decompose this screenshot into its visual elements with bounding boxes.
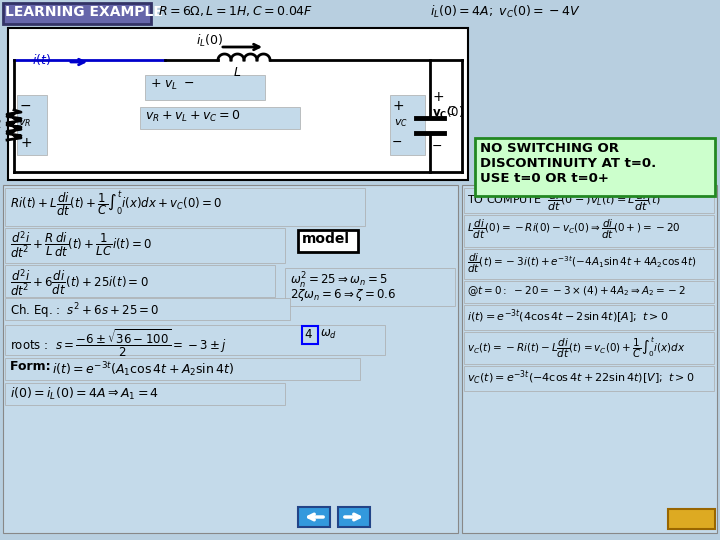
FancyBboxPatch shape [462,185,717,533]
FancyBboxPatch shape [5,383,285,405]
Text: $i_L(0)$: $i_L(0)$ [196,33,223,49]
Text: $\omega_n^2=25\Rightarrow\omega_n=5$: $\omega_n^2=25\Rightarrow\omega_n=5$ [290,271,388,291]
Text: $i(0)=i_L(0)=4A\Rightarrow A_1=4$: $i(0)=i_L(0)=4A\Rightarrow A_1=4$ [10,386,159,402]
Text: $\mathbf{v_C}(0)$: $\mathbf{v_C}(0)$ [432,105,464,121]
Text: $i(t)=e^{-3t}(4\cos4t-2\sin4t)[A];\ t>0$: $i(t)=e^{-3t}(4\cos4t-2\sin4t)[A];\ t>0$ [467,308,669,326]
FancyBboxPatch shape [5,358,360,380]
FancyBboxPatch shape [464,366,714,391]
FancyBboxPatch shape [5,325,385,355]
FancyBboxPatch shape [464,332,714,364]
Text: LEARNING EXAMPLE: LEARNING EXAMPLE [5,5,163,19]
Text: $v_R+v_L+v_C=0$: $v_R+v_L+v_C=0$ [145,109,240,124]
Text: $v_C(t)=-Ri(t)-L\dfrac{di}{dt}(t)=v_C(0)+\dfrac{1}{C}\int_0^t i(x)dx$: $v_C(t)=-Ri(t)-L\dfrac{di}{dt}(t)=v_C(0)… [467,335,685,360]
FancyBboxPatch shape [140,107,300,129]
Text: $L$: $L$ [233,66,241,79]
Text: $v_C(t)=e^{-3t}(-4\cos4t+22\sin4t)[V];\ t>0$: $v_C(t)=e^{-3t}(-4\cos4t+22\sin4t)[V];\ … [467,369,694,387]
Text: $L\dfrac{di}{dt}(0)=-Ri(0)-v_C(0)\Rightarrow\dfrac{di}{dt}(0+)=-20$: $L\dfrac{di}{dt}(0)=-Ri(0)-v_C(0)\Righta… [467,218,680,241]
FancyBboxPatch shape [302,326,318,344]
Text: $C$: $C$ [446,105,456,118]
Text: −: − [392,136,402,149]
FancyBboxPatch shape [8,28,468,180]
FancyBboxPatch shape [17,95,47,155]
Text: $@t=0:\ -20=-3\times(4)+4A_2\Rightarrow A_2=-2$: $@t=0:\ -20=-3\times(4)+4A_2\Rightarrow … [467,284,686,298]
Text: $\dfrac{di}{dt}(t)=-3i(t)+e^{-3t}(-4A_1\sin4t+4A_2\cos4t)$: $\dfrac{di}{dt}(t)=-3i(t)+e^{-3t}(-4A_1\… [467,252,696,275]
Text: $i_L(0)=4A;\ v_C(0)=-4V$: $i_L(0)=4A;\ v_C(0)=-4V$ [430,4,580,20]
FancyBboxPatch shape [5,298,290,320]
Text: $R=6\Omega, L=1H, C=0.04F$: $R=6\Omega, L=1H, C=0.04F$ [158,4,313,18]
Text: $v_R$: $v_R$ [18,117,31,129]
Text: +: + [392,99,404,113]
FancyBboxPatch shape [3,3,151,24]
Text: $R$: $R$ [0,118,2,131]
FancyBboxPatch shape [668,509,715,529]
Text: $2\zeta\omega_n=6\Rightarrow\zeta=0.6$: $2\zeta\omega_n=6\Rightarrow\zeta=0.6$ [290,287,397,303]
FancyBboxPatch shape [145,75,265,100]
FancyBboxPatch shape [464,215,714,247]
Text: $4$: $4$ [304,328,313,341]
FancyBboxPatch shape [298,230,358,252]
FancyBboxPatch shape [464,188,714,213]
Text: $Ri(t)+L\dfrac{di}{dt}(t)+\dfrac{1}{C}\int_0^t i(x)dx+v_C(0)=0$: $Ri(t)+L\dfrac{di}{dt}(t)+\dfrac{1}{C}\i… [10,190,222,219]
FancyBboxPatch shape [464,281,714,303]
Text: TO COMPUTE  $\dfrac{di}{dt}(0-)$: TO COMPUTE $\dfrac{di}{dt}(0-)$ [467,190,591,213]
FancyBboxPatch shape [464,249,714,279]
Text: $v_L(t)=L\dfrac{di}{dt}(t)$: $v_L(t)=L\dfrac{di}{dt}(t)$ [590,190,661,213]
Text: model: model [302,232,350,246]
Text: CLEAR: CLEAR [672,511,712,521]
FancyBboxPatch shape [298,507,330,527]
FancyBboxPatch shape [5,228,285,263]
Text: $+\ v_L\ -$: $+\ v_L\ -$ [150,78,195,92]
Text: −: − [20,99,32,113]
Text: Form:: Form: [10,360,55,373]
FancyBboxPatch shape [475,138,715,196]
Text: $v_C$: $v_C$ [394,117,408,129]
Text: $\dfrac{d^2i}{dt^2}+6\dfrac{di}{dt}(t)+25i(t)=0$: $\dfrac{d^2i}{dt^2}+6\dfrac{di}{dt}(t)+2… [10,268,148,300]
Text: $\dfrac{d^2i}{dt^2}+\dfrac{R}{L}\dfrac{di}{dt}(t)+\dfrac{1}{LC}i(t)=0$: $\dfrac{d^2i}{dt^2}+\dfrac{R}{L}\dfrac{d… [10,230,152,261]
Text: NO SWITCHING OR
DISCONTINUITY AT t=0.
USE t=0 OR t=0+: NO SWITCHING OR DISCONTINUITY AT t=0. US… [480,142,656,185]
Text: $i(t)$: $i(t)$ [32,52,51,67]
FancyBboxPatch shape [3,185,458,533]
Text: +: + [20,136,32,150]
FancyBboxPatch shape [464,305,714,330]
FancyBboxPatch shape [285,268,455,306]
Text: −: − [432,140,443,153]
Text: roots :  $s=\dfrac{-6\pm\sqrt{36-100}}{2}=-3\pm j$: roots : $s=\dfrac{-6\pm\sqrt{36-100}}{2}… [10,328,227,360]
FancyBboxPatch shape [338,507,370,527]
Text: Ch. Eq. :  $s^2+6s+25=0$: Ch. Eq. : $s^2+6s+25=0$ [10,301,160,321]
FancyBboxPatch shape [5,188,365,226]
Text: +: + [432,90,444,104]
Text: $\omega_d$: $\omega_d$ [320,328,337,341]
Text: $i(t)=e^{-3t}(A_1\cos4t+A_2\sin4t)$: $i(t)=e^{-3t}(A_1\cos4t+A_2\sin4t)$ [52,360,234,379]
FancyBboxPatch shape [390,95,425,155]
FancyBboxPatch shape [5,265,275,297]
